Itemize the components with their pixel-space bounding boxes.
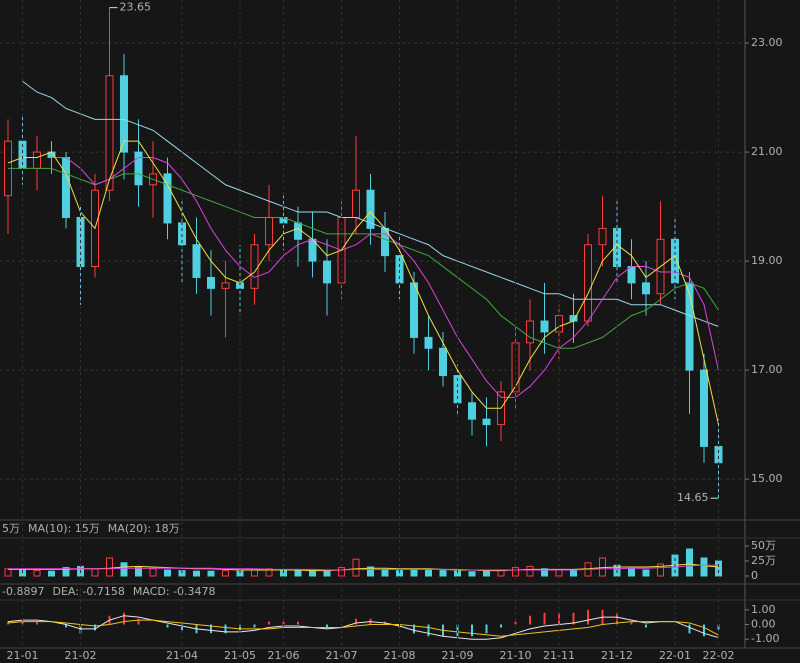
volume-bar bbox=[686, 548, 693, 577]
x-tick-label: 21-06 bbox=[268, 649, 300, 662]
volume-bar bbox=[526, 565, 534, 577]
volume-bar bbox=[164, 569, 171, 577]
candle-body bbox=[33, 151, 41, 169]
volume-bar bbox=[381, 569, 389, 577]
candle-body bbox=[192, 244, 201, 278]
y-tick-label: 25万 bbox=[751, 554, 776, 567]
volume-bar bbox=[135, 567, 142, 577]
candle-body bbox=[105, 75, 114, 191]
candle-body bbox=[366, 189, 375, 229]
volume-bar bbox=[106, 557, 113, 577]
candle-body bbox=[584, 244, 592, 322]
volume-bar bbox=[439, 570, 447, 577]
volume-bar bbox=[483, 570, 490, 577]
legend-entry: MA(10): 15万 bbox=[28, 522, 100, 535]
x-tick-label: 21-01 bbox=[7, 649, 39, 662]
y-tick-label: 0.00 bbox=[751, 618, 776, 631]
moving-average bbox=[51, 157, 719, 398]
volume-bar bbox=[265, 568, 273, 577]
volume-bar bbox=[541, 568, 548, 577]
x-tick-label: 21-12 bbox=[601, 649, 633, 662]
candle-body bbox=[323, 260, 331, 284]
candle-body bbox=[163, 173, 172, 224]
candle-body bbox=[468, 402, 476, 420]
y-tick-label: 15.00 bbox=[751, 472, 783, 485]
x-tick-label: 21-05 bbox=[224, 649, 256, 662]
candle-body bbox=[482, 418, 491, 426]
legend-entry: -0.8897 bbox=[2, 585, 44, 598]
y-tick-label: 19.00 bbox=[751, 254, 783, 267]
volume-bar bbox=[149, 568, 157, 577]
candle-body bbox=[540, 320, 549, 333]
x-tick-label: 22-01 bbox=[659, 649, 691, 662]
candle-body bbox=[207, 276, 215, 289]
candle-body bbox=[221, 282, 230, 289]
macd-line bbox=[7, 615, 719, 640]
volume-average bbox=[8, 564, 719, 571]
y-tick-label: 17.00 bbox=[751, 363, 783, 376]
volume-bar bbox=[700, 557, 708, 577]
y-tick-label: 23.00 bbox=[751, 36, 783, 49]
moving-average bbox=[7, 140, 719, 425]
candle-body bbox=[250, 244, 259, 289]
volume-bar bbox=[207, 570, 215, 577]
candle-body bbox=[700, 369, 708, 447]
volume-bar bbox=[410, 568, 418, 577]
volume-bar bbox=[62, 567, 70, 577]
candle-body bbox=[598, 227, 607, 246]
volume-bar bbox=[352, 558, 360, 577]
x-tick-label: 21-11 bbox=[543, 649, 575, 662]
volume-bar bbox=[120, 562, 128, 577]
volume-average bbox=[8, 563, 719, 572]
y-tick-label: -1.00 bbox=[751, 632, 779, 645]
candle-body bbox=[352, 189, 360, 218]
legend-entry: MA(20): 18万 bbox=[108, 522, 180, 535]
volume-bar bbox=[33, 570, 41, 577]
candle-body bbox=[526, 320, 534, 344]
legend-entry: MACD: -0.3478 bbox=[133, 585, 216, 598]
volume-bar bbox=[294, 570, 302, 577]
macd-line bbox=[7, 619, 719, 637]
volume-bar bbox=[468, 571, 476, 577]
x-tick-label: 21-02 bbox=[65, 649, 97, 662]
volume-bar bbox=[715, 560, 722, 577]
legend-entry: 5万 bbox=[2, 522, 20, 535]
candle-body bbox=[424, 336, 433, 349]
volume-bar bbox=[642, 569, 650, 577]
x-tick-label: 21-08 bbox=[384, 649, 416, 662]
candle-body bbox=[294, 222, 302, 240]
candle-body bbox=[120, 75, 128, 153]
candle-body bbox=[265, 216, 273, 246]
x-tick-label: 22-02 bbox=[703, 649, 735, 662]
candle-body bbox=[410, 282, 418, 338]
volume-bar bbox=[193, 570, 200, 577]
candle-body bbox=[62, 157, 70, 218]
volume-bar bbox=[309, 570, 316, 577]
x-tick-label: 21-07 bbox=[326, 649, 358, 662]
volume-bar bbox=[48, 570, 55, 577]
candle-body bbox=[714, 445, 723, 464]
y-tick-label: 1.00 bbox=[751, 603, 776, 616]
volume-bar bbox=[222, 570, 229, 577]
volume-bar bbox=[657, 563, 664, 577]
x-tick-label: 21-10 bbox=[500, 649, 532, 662]
annotation: 23.65 bbox=[120, 1, 152, 14]
candle-body bbox=[134, 151, 143, 186]
candle-body bbox=[439, 347, 447, 377]
y-tick-label: 0 bbox=[751, 569, 758, 582]
legend-entry: DEA: -0.7158 bbox=[52, 585, 124, 598]
candle-body bbox=[642, 282, 650, 295]
x-tick-label: 21-09 bbox=[442, 649, 474, 662]
volume-bar bbox=[367, 566, 374, 577]
volume-bar bbox=[425, 569, 432, 577]
y-tick-label: 21.00 bbox=[751, 145, 783, 158]
y-tick-label: 50万 bbox=[751, 539, 776, 552]
volume-bar bbox=[323, 570, 331, 577]
volume-bar bbox=[628, 568, 635, 577]
moving-average bbox=[8, 167, 719, 349]
x-tick-label: 21-04 bbox=[166, 649, 198, 662]
annotation: 14.65 bbox=[677, 491, 709, 504]
volume-bar bbox=[570, 570, 577, 577]
